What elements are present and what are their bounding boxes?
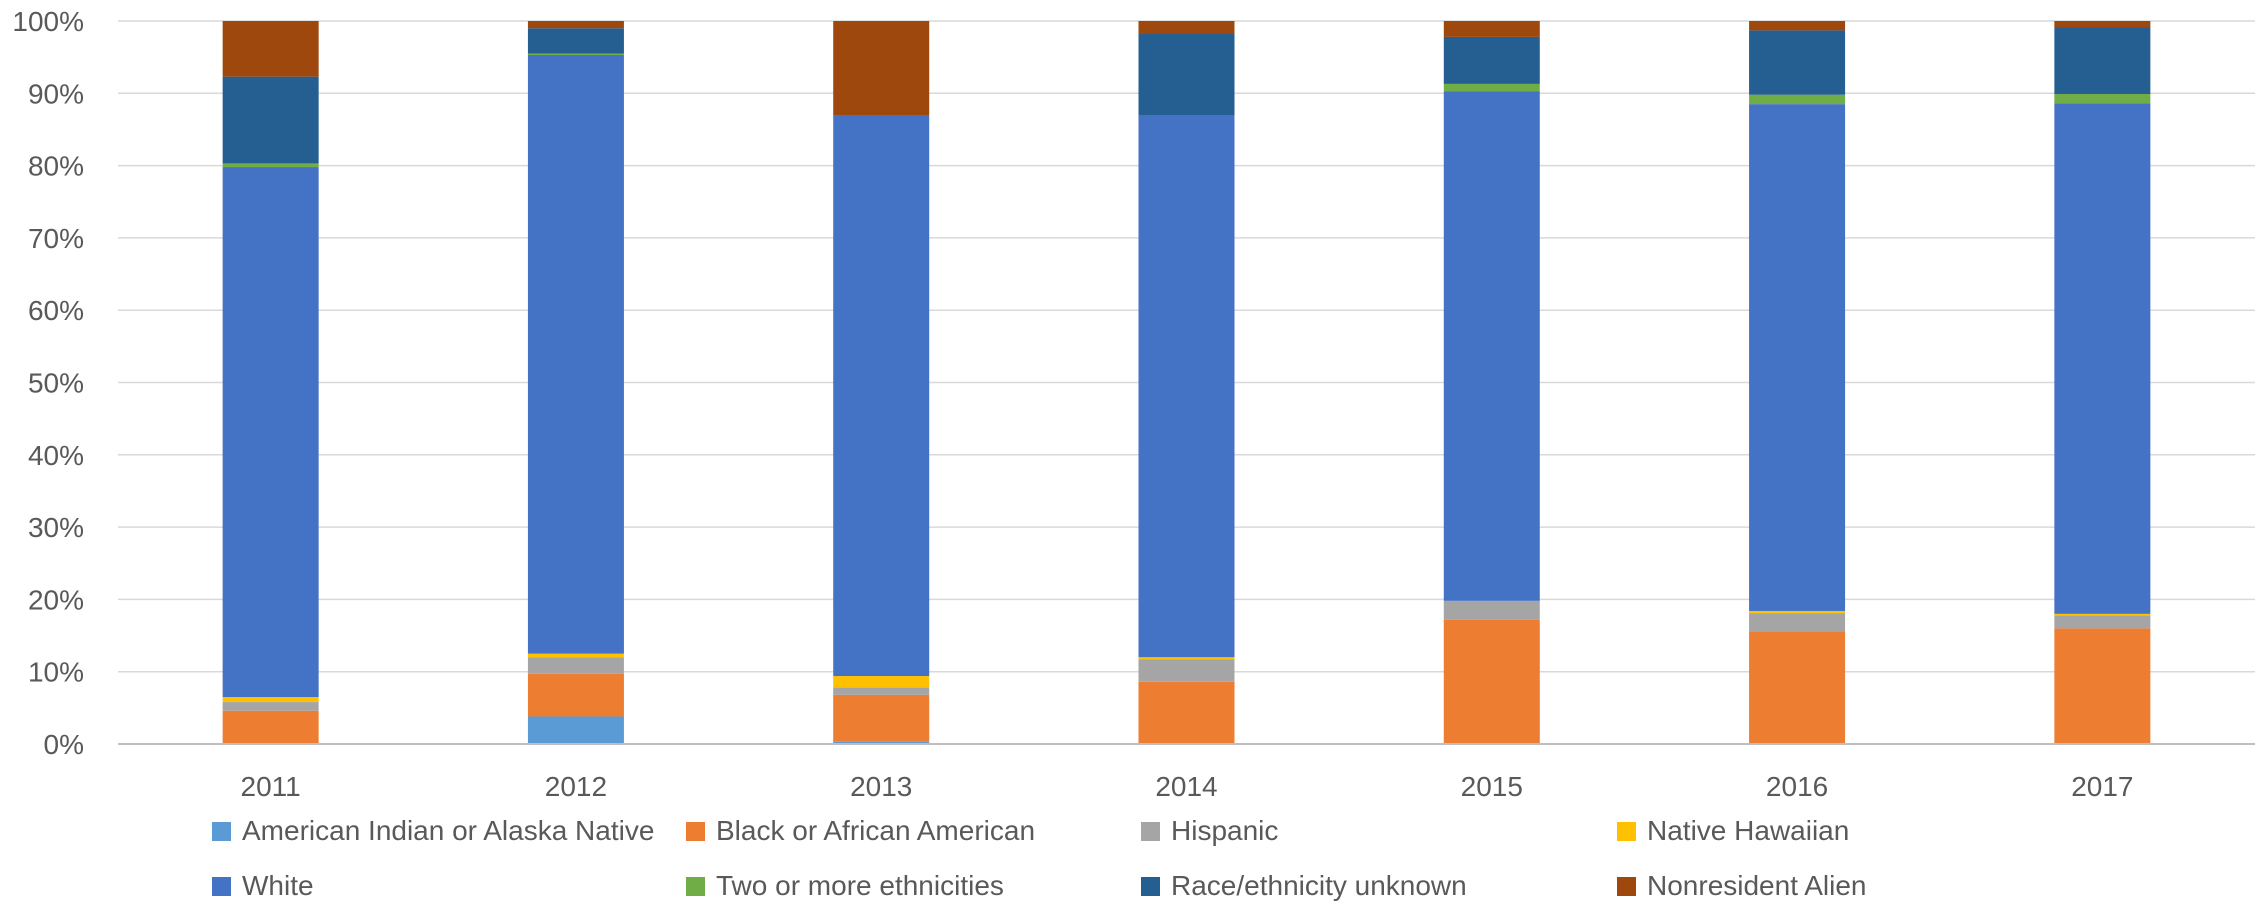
bar-segment — [527, 716, 624, 744]
bar-segment — [833, 741, 930, 744]
bar-segment — [222, 697, 319, 703]
bar-segment — [222, 167, 319, 698]
bar-segment — [527, 53, 624, 55]
x-tick-label: 2014 — [1155, 771, 1217, 802]
bar-segment — [527, 28, 624, 54]
bar-segment — [2054, 615, 2151, 629]
bar-segment — [1443, 36, 1540, 84]
bar-segment — [2054, 628, 2151, 744]
bar-segment — [1749, 610, 1846, 614]
y-tick-label: 0% — [44, 729, 84, 760]
bar-segment — [1138, 34, 1235, 115]
bar-segment — [2054, 27, 2151, 95]
y-tick-label: 60% — [28, 295, 84, 326]
bar-segment — [2054, 103, 2151, 614]
bar-segment — [527, 653, 624, 658]
bar-segment — [222, 702, 319, 711]
bar-stacks — [222, 21, 2151, 744]
bar-segment — [833, 687, 930, 695]
bar-segment — [1443, 83, 1540, 92]
bar-segment — [1749, 613, 1846, 632]
y-tick-label: 70% — [28, 223, 84, 254]
bar-segment — [1749, 104, 1846, 611]
x-tick-label: 2012 — [545, 771, 607, 802]
bar-segment — [1138, 21, 1235, 35]
y-tick-label: 20% — [28, 584, 84, 615]
y-tick-label: 100% — [12, 6, 84, 37]
bar-segment — [2054, 613, 2151, 616]
x-tick-label: 2017 — [2071, 771, 2133, 802]
bar-segment — [1443, 91, 1540, 601]
y-tick-label: 30% — [28, 512, 84, 543]
y-tick-label: 90% — [28, 78, 84, 109]
bar-segment — [1749, 21, 1846, 31]
bar-segment — [1749, 94, 1846, 105]
bar-segment — [527, 54, 624, 654]
bar-segment — [833, 676, 930, 688]
bar-segment — [222, 710, 319, 744]
bar-segment — [2054, 94, 2151, 104]
y-tick-label: 80% — [28, 151, 84, 182]
bar-segment — [527, 21, 624, 29]
bar-segment — [833, 114, 930, 677]
x-tick-label: 2011 — [241, 771, 301, 802]
bar-segment — [1749, 631, 1846, 744]
y-tick-label: 40% — [28, 440, 84, 471]
bar-segment — [1138, 657, 1235, 660]
axes: 0% 10% 20% 30% 40% 50% 60% 70% 80% 90% 100% 2011 201… — [12, 6, 2255, 802]
bar-segment — [833, 21, 930, 115]
bar-segment — [1443, 619, 1540, 744]
bar-segment — [1443, 21, 1540, 37]
bar-segment — [222, 21, 319, 77]
bar-segment — [1138, 681, 1235, 744]
bar-segment — [1138, 659, 1235, 682]
y-tick-label: 10% — [28, 657, 84, 688]
bar-segment — [527, 657, 624, 674]
bar-segment — [1138, 114, 1235, 658]
bar-segment — [833, 694, 930, 742]
bar-segment — [2054, 21, 2151, 28]
x-tick-label: 2015 — [1461, 771, 1523, 802]
bar-segment — [1443, 600, 1540, 620]
bar-segment — [222, 163, 319, 168]
x-tick-label: 2013 — [850, 771, 912, 802]
bar-segment — [527, 673, 624, 717]
bar-segment — [222, 76, 319, 164]
bar-segment — [1749, 30, 1846, 95]
x-tick-label: 2016 — [1766, 771, 1828, 802]
y-tick-label: 50% — [28, 368, 84, 399]
